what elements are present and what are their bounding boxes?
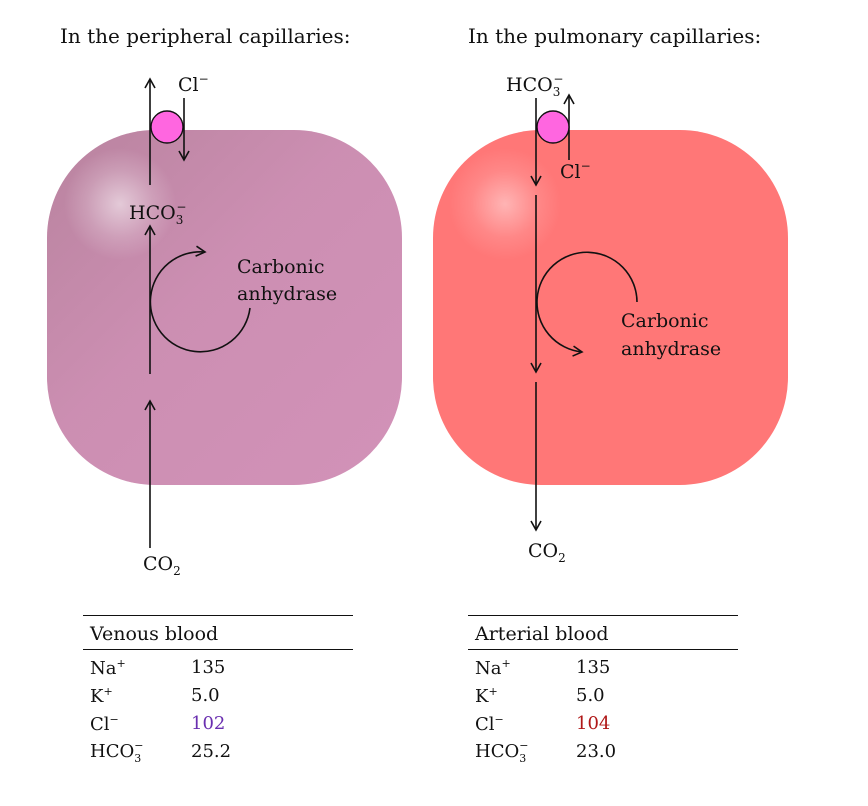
ion-name: Cl− bbox=[475, 713, 504, 735]
ion-value: 5.0 bbox=[191, 685, 220, 706]
venous-blood-table: Venous blood Na+ 135 K+ 5.0 Cl− 102 HCO −… bbox=[83, 615, 353, 766]
table-title: Venous blood bbox=[90, 623, 219, 645]
table-row: K+ 5.0 bbox=[83, 682, 353, 710]
ion-value: 25.2 bbox=[191, 741, 232, 762]
carbonic-anhydrase-cycle-arrow bbox=[149, 245, 251, 353]
ion-value: 23.0 bbox=[576, 741, 617, 762]
hco3-label: HCO3− bbox=[506, 72, 563, 99]
table-row: Na+ 135 bbox=[83, 654, 353, 682]
enzyme-label-line1: Carbonic bbox=[621, 310, 709, 332]
ion-value-highlighted: 102 bbox=[191, 713, 226, 734]
ion-value: 135 bbox=[191, 657, 226, 678]
cl-label: Cl− bbox=[560, 159, 591, 183]
ion-name: HCO −3 bbox=[475, 739, 529, 765]
ion-name: HCO −3 bbox=[90, 739, 144, 765]
cl-label: Cl− bbox=[178, 72, 209, 96]
peripheral-red-cell bbox=[47, 130, 402, 485]
ion-name: K+ bbox=[90, 685, 113, 707]
ion-value: 5.0 bbox=[576, 685, 605, 706]
table-row: Cl− 104 bbox=[468, 710, 738, 738]
enzyme-label-line2: anhydrase bbox=[621, 338, 721, 360]
pulmonary-red-cell bbox=[433, 130, 788, 485]
table-title: Arterial blood bbox=[475, 623, 609, 645]
carbonic-anhydrase-cycle-arrow bbox=[536, 251, 638, 357]
cell-highlight bbox=[449, 148, 561, 260]
table-header-rule bbox=[468, 649, 738, 650]
table-top-rule bbox=[468, 615, 738, 616]
table-header-rule bbox=[83, 649, 353, 650]
diagram-canvas: Cl− HCO3− CO2 Carbonic anhydrase HCO3− C… bbox=[47, 72, 788, 578]
enzyme-label-line2: anhydrase bbox=[237, 283, 337, 305]
chloride-bicarbonate-exchanger bbox=[536, 110, 570, 144]
arterial-blood-table: Arterial blood Na+ 135 K+ 5.0 Cl− 104 HC… bbox=[468, 615, 738, 766]
co2-label: CO2 bbox=[143, 553, 181, 578]
table-top-rule bbox=[83, 615, 353, 616]
ion-name: Na+ bbox=[90, 657, 126, 679]
ion-value: 135 bbox=[576, 657, 611, 678]
table-row: Cl− 102 bbox=[83, 710, 353, 738]
ion-name: Cl− bbox=[90, 713, 119, 735]
ion-value-highlighted: 104 bbox=[576, 713, 611, 734]
peripheral-heading: In the peripheral capillaries: bbox=[60, 24, 351, 48]
pulmonary-heading: In the pulmonary capillaries: bbox=[468, 24, 762, 48]
table-row: Na+ 135 bbox=[468, 654, 738, 682]
table-row: HCO −3 25.2 bbox=[83, 738, 353, 766]
table-row: K+ 5.0 bbox=[468, 682, 738, 710]
co2-label: CO2 bbox=[528, 540, 566, 565]
chloride-bicarbonate-exchanger bbox=[150, 110, 184, 144]
ion-name: Na+ bbox=[475, 657, 511, 679]
table-row: HCO −3 23.0 bbox=[468, 738, 738, 766]
ion-name: K+ bbox=[475, 685, 498, 707]
hco3-label: HCO3− bbox=[129, 200, 186, 227]
enzyme-label-line1: Carbonic bbox=[237, 256, 325, 278]
